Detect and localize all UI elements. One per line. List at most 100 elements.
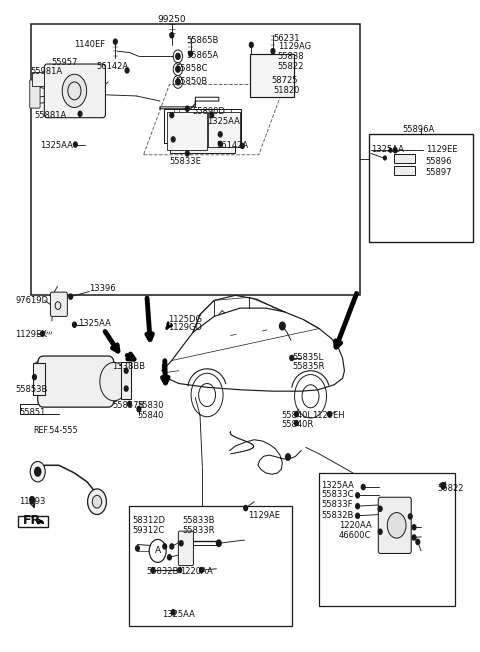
Circle shape (216, 540, 221, 546)
Circle shape (240, 143, 244, 149)
Circle shape (218, 141, 222, 147)
Circle shape (361, 484, 365, 490)
Circle shape (171, 137, 175, 142)
Circle shape (128, 402, 132, 406)
FancyBboxPatch shape (179, 531, 193, 565)
Text: 1220AA: 1220AA (180, 567, 213, 576)
Text: 1129EH: 1129EH (312, 411, 345, 420)
Circle shape (34, 467, 41, 477)
Circle shape (113, 39, 117, 44)
Circle shape (180, 541, 183, 546)
Circle shape (176, 79, 180, 85)
Text: 1338BB: 1338BB (112, 362, 145, 371)
Circle shape (327, 411, 331, 417)
Circle shape (69, 294, 72, 299)
Text: 55833C: 55833C (321, 490, 353, 499)
Text: 55858C: 55858C (176, 64, 208, 73)
Text: 99250: 99250 (157, 15, 186, 24)
Circle shape (185, 106, 189, 111)
Text: 55830: 55830 (137, 402, 164, 410)
Circle shape (356, 513, 360, 518)
Text: 58725: 58725 (271, 76, 298, 85)
FancyBboxPatch shape (378, 497, 411, 554)
Text: 1220AA: 1220AA (339, 521, 372, 530)
Text: 55833E: 55833E (169, 157, 201, 166)
Circle shape (384, 156, 386, 160)
Text: 55840: 55840 (137, 411, 164, 420)
Circle shape (387, 512, 406, 538)
Bar (164, 109, 241, 143)
Text: 1129EE: 1129EE (426, 145, 457, 154)
Text: 1325AA: 1325AA (162, 610, 195, 619)
Circle shape (62, 74, 87, 108)
Text: 13396: 13396 (89, 284, 116, 293)
Text: 55833F: 55833F (321, 500, 352, 509)
Bar (170, 134, 235, 153)
Circle shape (30, 497, 35, 503)
Text: 1129EK: 1129EK (15, 331, 47, 340)
Circle shape (185, 151, 189, 156)
Text: 55853B: 55853B (15, 385, 48, 394)
Text: 56231: 56231 (274, 34, 300, 43)
Circle shape (163, 544, 167, 549)
Text: 55833B: 55833B (182, 516, 215, 526)
Text: 11293: 11293 (19, 497, 45, 506)
Text: 55840L: 55840L (281, 411, 312, 420)
Circle shape (125, 68, 129, 73)
Text: 97619D: 97619D (15, 296, 48, 305)
Bar (208, 112, 240, 147)
Circle shape (189, 52, 192, 56)
Text: 55881A: 55881A (34, 111, 66, 120)
FancyBboxPatch shape (38, 356, 114, 407)
Circle shape (87, 489, 107, 514)
Circle shape (100, 363, 128, 401)
Bar (18, 516, 48, 527)
Text: 56142A: 56142A (96, 62, 129, 71)
FancyBboxPatch shape (50, 292, 67, 316)
Text: 55850B: 55850B (176, 78, 208, 87)
Circle shape (170, 544, 174, 549)
Circle shape (168, 555, 171, 560)
Circle shape (244, 505, 248, 511)
Text: 55857B: 55857B (112, 402, 144, 410)
Text: 55896A: 55896A (403, 125, 435, 134)
Text: 55840R: 55840R (281, 420, 313, 429)
Circle shape (72, 322, 76, 327)
Circle shape (40, 331, 44, 336)
Circle shape (170, 113, 174, 118)
Circle shape (178, 567, 181, 572)
Circle shape (33, 374, 36, 379)
Circle shape (218, 132, 222, 137)
Text: FR.: FR. (23, 514, 46, 527)
Text: 55832B: 55832B (321, 511, 353, 520)
Text: 59312C: 59312C (133, 526, 165, 535)
Bar (370, 134, 473, 242)
Text: 1140EF: 1140EF (74, 40, 106, 50)
Circle shape (124, 368, 128, 374)
Text: 1325AA: 1325AA (78, 319, 110, 328)
Circle shape (176, 53, 180, 59)
Circle shape (378, 529, 382, 534)
Circle shape (124, 386, 128, 391)
Text: 55897: 55897 (426, 168, 452, 177)
Text: 55833R: 55833R (182, 526, 215, 535)
Bar (319, 473, 456, 606)
Text: 56142A: 56142A (216, 141, 249, 151)
Circle shape (271, 49, 275, 54)
Circle shape (78, 111, 82, 117)
Circle shape (73, 142, 77, 147)
Text: 55981A: 55981A (31, 67, 63, 76)
Bar (394, 166, 415, 175)
Text: 1129AE: 1129AE (249, 511, 280, 520)
Circle shape (92, 496, 102, 508)
Circle shape (171, 610, 175, 615)
Text: A: A (155, 546, 161, 556)
Text: 56822: 56822 (438, 484, 464, 494)
Text: 55835L: 55835L (293, 353, 324, 363)
Text: 55822: 55822 (277, 62, 304, 71)
Circle shape (137, 406, 141, 411)
Text: 1325AA: 1325AA (40, 141, 73, 151)
Text: 55832B: 55832B (147, 567, 179, 576)
Bar (394, 154, 415, 163)
Bar (130, 506, 292, 627)
